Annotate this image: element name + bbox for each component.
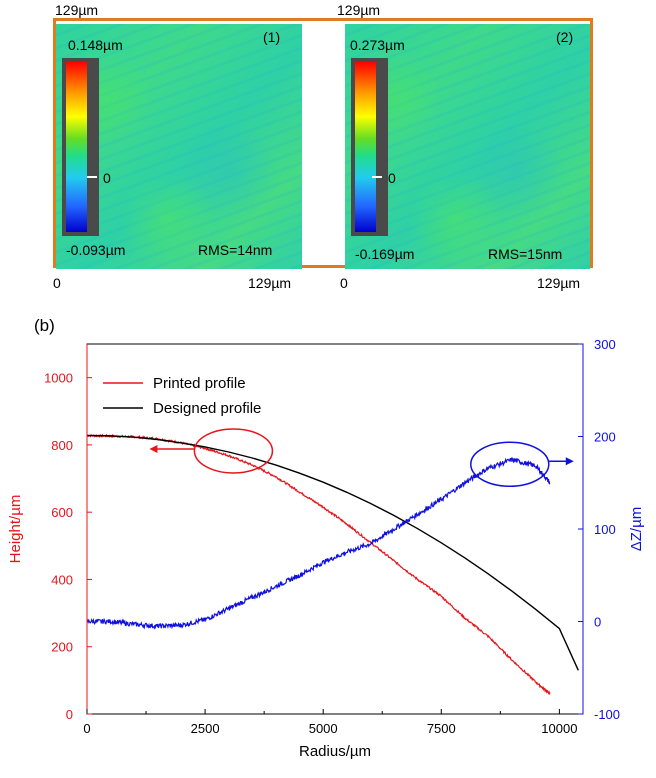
- map1-colorbar: [66, 62, 87, 232]
- y-right-tick-label: 100: [594, 522, 616, 537]
- x-tick-label: 0: [83, 721, 90, 736]
- y-left-tick-label: 1000: [44, 371, 73, 386]
- y-right-tick-label: 0: [594, 615, 601, 630]
- annotation-ellipse: [470, 441, 550, 487]
- y-right-tick-label: 200: [594, 430, 616, 445]
- annotation-ellipse: [193, 428, 274, 474]
- map2-top-label: 129µm: [337, 2, 381, 18]
- map2-index-label: (2): [556, 29, 574, 45]
- map2-max-label: 0.273µm: [350, 37, 405, 53]
- map1-top-label: 129µm: [55, 2, 99, 18]
- y-left-tick-label: 400: [51, 572, 73, 587]
- map2-x-start-label: 0: [340, 275, 348, 291]
- series-designed-profile-line: [86, 434, 579, 671]
- map2-colorbar: [355, 62, 376, 232]
- map2-rms-label: RMS=15nm: [488, 246, 563, 262]
- annotation-arrowhead: [149, 444, 158, 453]
- panel-b-label: (b): [34, 316, 55, 335]
- x-tick-label: 2500: [191, 721, 220, 736]
- y-left-tick-label: 0: [66, 707, 73, 722]
- map1-zero-label: 0: [103, 170, 111, 186]
- map1-x-end-label: 129µm: [248, 275, 292, 291]
- legend-entry: Designed profile: [153, 400, 261, 417]
- x-tick-label: 10000: [541, 721, 577, 736]
- map2-zero-label: 0: [388, 170, 396, 186]
- map1-rms-label: RMS=14nm: [198, 242, 273, 258]
- series--z-line: [86, 457, 551, 630]
- map1-index-label: (1): [263, 29, 281, 45]
- x-tick-label: 5000: [309, 721, 338, 736]
- map2-min-label: -0.169µm: [355, 246, 415, 262]
- map2-colorbar-zero-tick: [372, 176, 382, 178]
- y-right-axis-title: ΔZ/µm: [628, 507, 645, 552]
- y-right-tick-label: -100: [594, 707, 620, 722]
- map2-x-end-label: 129µm: [537, 275, 581, 291]
- map1-min-label: -0.093µm: [66, 242, 126, 258]
- x-axis-title: Radius/µm: [299, 743, 371, 760]
- map1-x-start-label: 0: [53, 275, 61, 291]
- legend-entry: Printed profile: [153, 375, 246, 392]
- y-left-tick-label: 800: [51, 438, 73, 453]
- map1-max-label: 0.148µm: [68, 37, 123, 53]
- y-left-tick-label: 600: [51, 505, 73, 520]
- annotation-arrowhead: [565, 457, 574, 466]
- y-left-tick-label: 200: [51, 640, 73, 655]
- x-tick-label: 7500: [427, 721, 456, 736]
- map1-colorbar-zero-tick: [87, 176, 97, 178]
- y-right-tick-label: 300: [594, 337, 616, 352]
- y-left-axis-title: Height/µm: [7, 495, 24, 564]
